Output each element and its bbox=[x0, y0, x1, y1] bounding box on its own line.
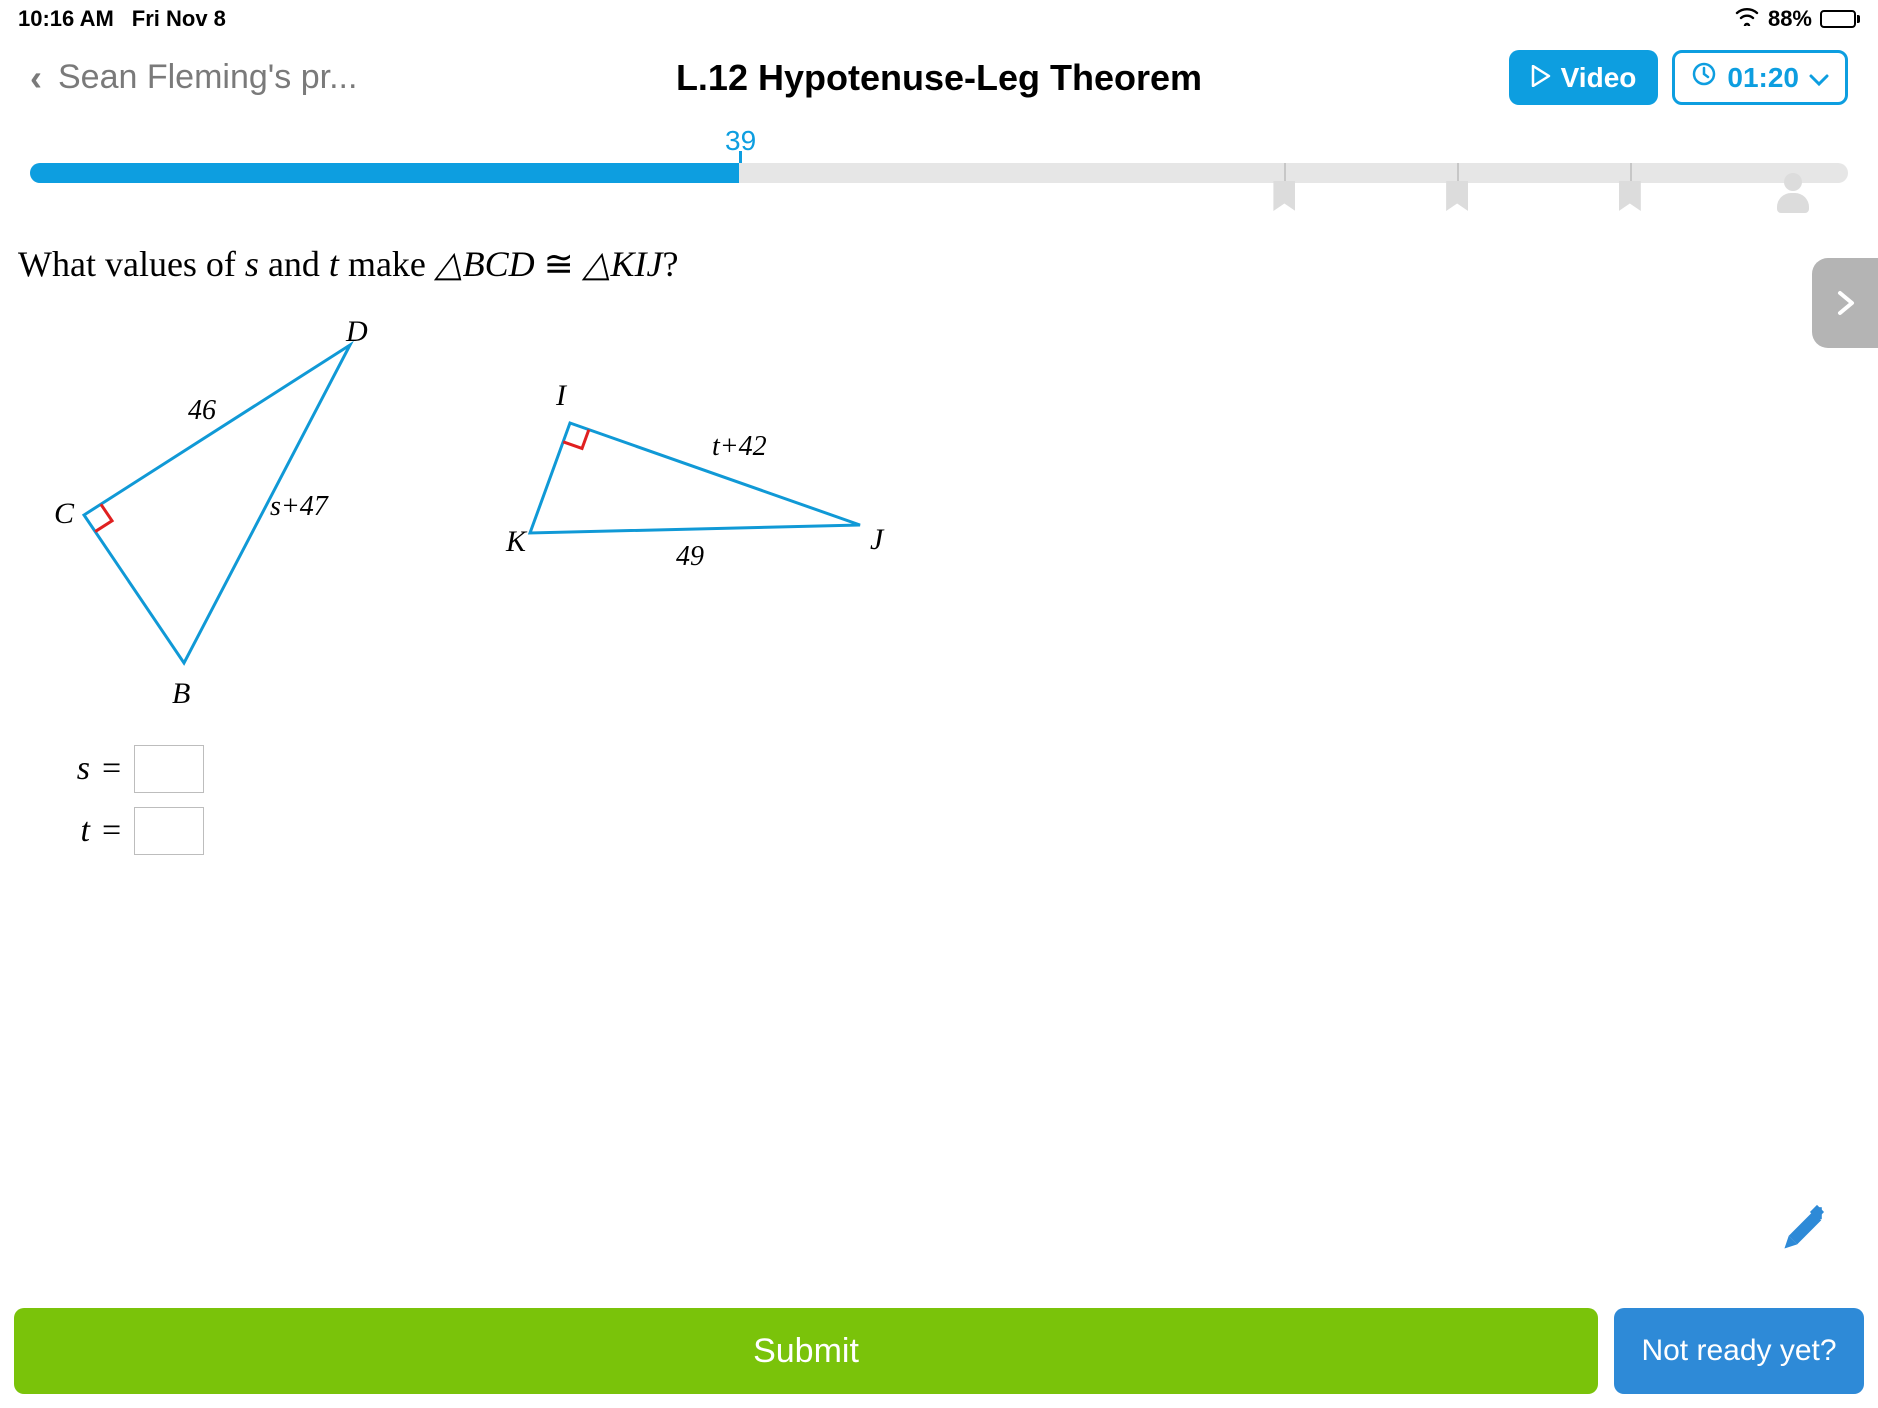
pencil-icon bbox=[1770, 1203, 1830, 1263]
video-button[interactable]: Video bbox=[1509, 50, 1659, 105]
score-marker bbox=[739, 151, 742, 163]
svg-text:49: 49 bbox=[676, 541, 704, 572]
answer-input-t[interactable] bbox=[134, 807, 204, 855]
q-txt: What values of bbox=[18, 244, 245, 284]
timer-button[interactable]: 01:20 bbox=[1672, 50, 1848, 105]
answer-var-label: s bbox=[60, 750, 90, 788]
q-tri2: △KIJ bbox=[583, 244, 663, 284]
progress-tick bbox=[1457, 163, 1459, 183]
bookmark-icon bbox=[1619, 181, 1641, 211]
progress-area: 39 bbox=[0, 115, 1878, 243]
progress-fill bbox=[30, 163, 739, 183]
timer-label: 01:20 bbox=[1727, 62, 1799, 94]
back-label: Sean Fleming's pr... bbox=[58, 58, 357, 97]
chevron-right-icon bbox=[1831, 289, 1859, 317]
clock-icon bbox=[1691, 61, 1717, 94]
person-icon bbox=[1777, 173, 1809, 213]
battery-icon bbox=[1820, 10, 1860, 28]
svg-text:K: K bbox=[505, 525, 528, 558]
q-suffix: ? bbox=[662, 244, 678, 284]
submit-label: Submit bbox=[753, 1332, 859, 1371]
video-label: Video bbox=[1561, 62, 1637, 94]
answers-area: s=t= bbox=[0, 735, 1878, 879]
equals-sign: = bbox=[102, 812, 122, 850]
diagram-area: C B D 46 s+47 I K Jt+42 49 bbox=[0, 315, 1878, 735]
q-txt3: make bbox=[339, 244, 435, 284]
chevron-down-icon bbox=[1809, 62, 1829, 94]
chevron-left-icon: ‹ bbox=[30, 57, 42, 99]
svg-text:s+47: s+47 bbox=[270, 491, 329, 522]
svg-text:C: C bbox=[54, 497, 75, 530]
answer-row: s= bbox=[60, 745, 1818, 793]
q-var-s: s bbox=[245, 244, 259, 284]
svg-text:J: J bbox=[870, 523, 885, 556]
answer-var-label: t bbox=[60, 812, 90, 850]
app-header: ‹ Sean Fleming's pr... L.12 Hypotenuse-L… bbox=[0, 36, 1878, 115]
back-button[interactable]: ‹ Sean Fleming's pr... bbox=[30, 57, 485, 99]
svg-text:D: D bbox=[345, 315, 368, 348]
progress-tick bbox=[1630, 163, 1632, 183]
pencil-tool-button[interactable] bbox=[1770, 1203, 1830, 1268]
equals-sign: = bbox=[102, 750, 122, 788]
answer-input-s[interactable] bbox=[134, 745, 204, 793]
q-txt2: and bbox=[259, 244, 329, 284]
not-ready-label: Not ready yet? bbox=[1641, 1334, 1836, 1368]
question-text: What values of s and t make △BCD ≅ △KIJ? bbox=[0, 243, 1878, 285]
battery-percent: 88% bbox=[1768, 6, 1812, 32]
not-ready-button[interactable]: Not ready yet? bbox=[1614, 1308, 1864, 1394]
wifi-icon bbox=[1734, 6, 1760, 32]
triangle-diagram: C B D 46 s+47 I K Jt+42 49 bbox=[40, 315, 940, 715]
progress-track bbox=[30, 163, 1848, 183]
svg-text:I: I bbox=[555, 379, 568, 412]
progress-tick bbox=[1284, 163, 1286, 183]
svg-text:B: B bbox=[172, 677, 190, 710]
play-icon bbox=[1531, 62, 1551, 94]
q-var-t: t bbox=[329, 244, 339, 284]
bookmark-icon bbox=[1273, 181, 1295, 211]
status-date: Fri Nov 8 bbox=[132, 6, 226, 32]
page-title: L.12 Hypotenuse-Leg Theorem bbox=[485, 57, 1394, 99]
svg-text:46: 46 bbox=[188, 395, 216, 426]
score-label: 39 bbox=[725, 125, 1848, 157]
answer-row: t= bbox=[60, 807, 1818, 855]
submit-button[interactable]: Submit bbox=[14, 1308, 1598, 1394]
q-tri1: △BCD bbox=[435, 244, 535, 284]
bookmark-icon bbox=[1446, 181, 1468, 211]
q-congr: ≅ bbox=[535, 244, 583, 284]
svg-text:t+42: t+42 bbox=[712, 431, 767, 462]
bottom-bar: Submit Not ready yet? bbox=[14, 1308, 1864, 1394]
status-time: 10:16 AM bbox=[18, 6, 114, 32]
ipad-status-bar: 10:16 AM Fri Nov 8 88% bbox=[0, 0, 1878, 36]
